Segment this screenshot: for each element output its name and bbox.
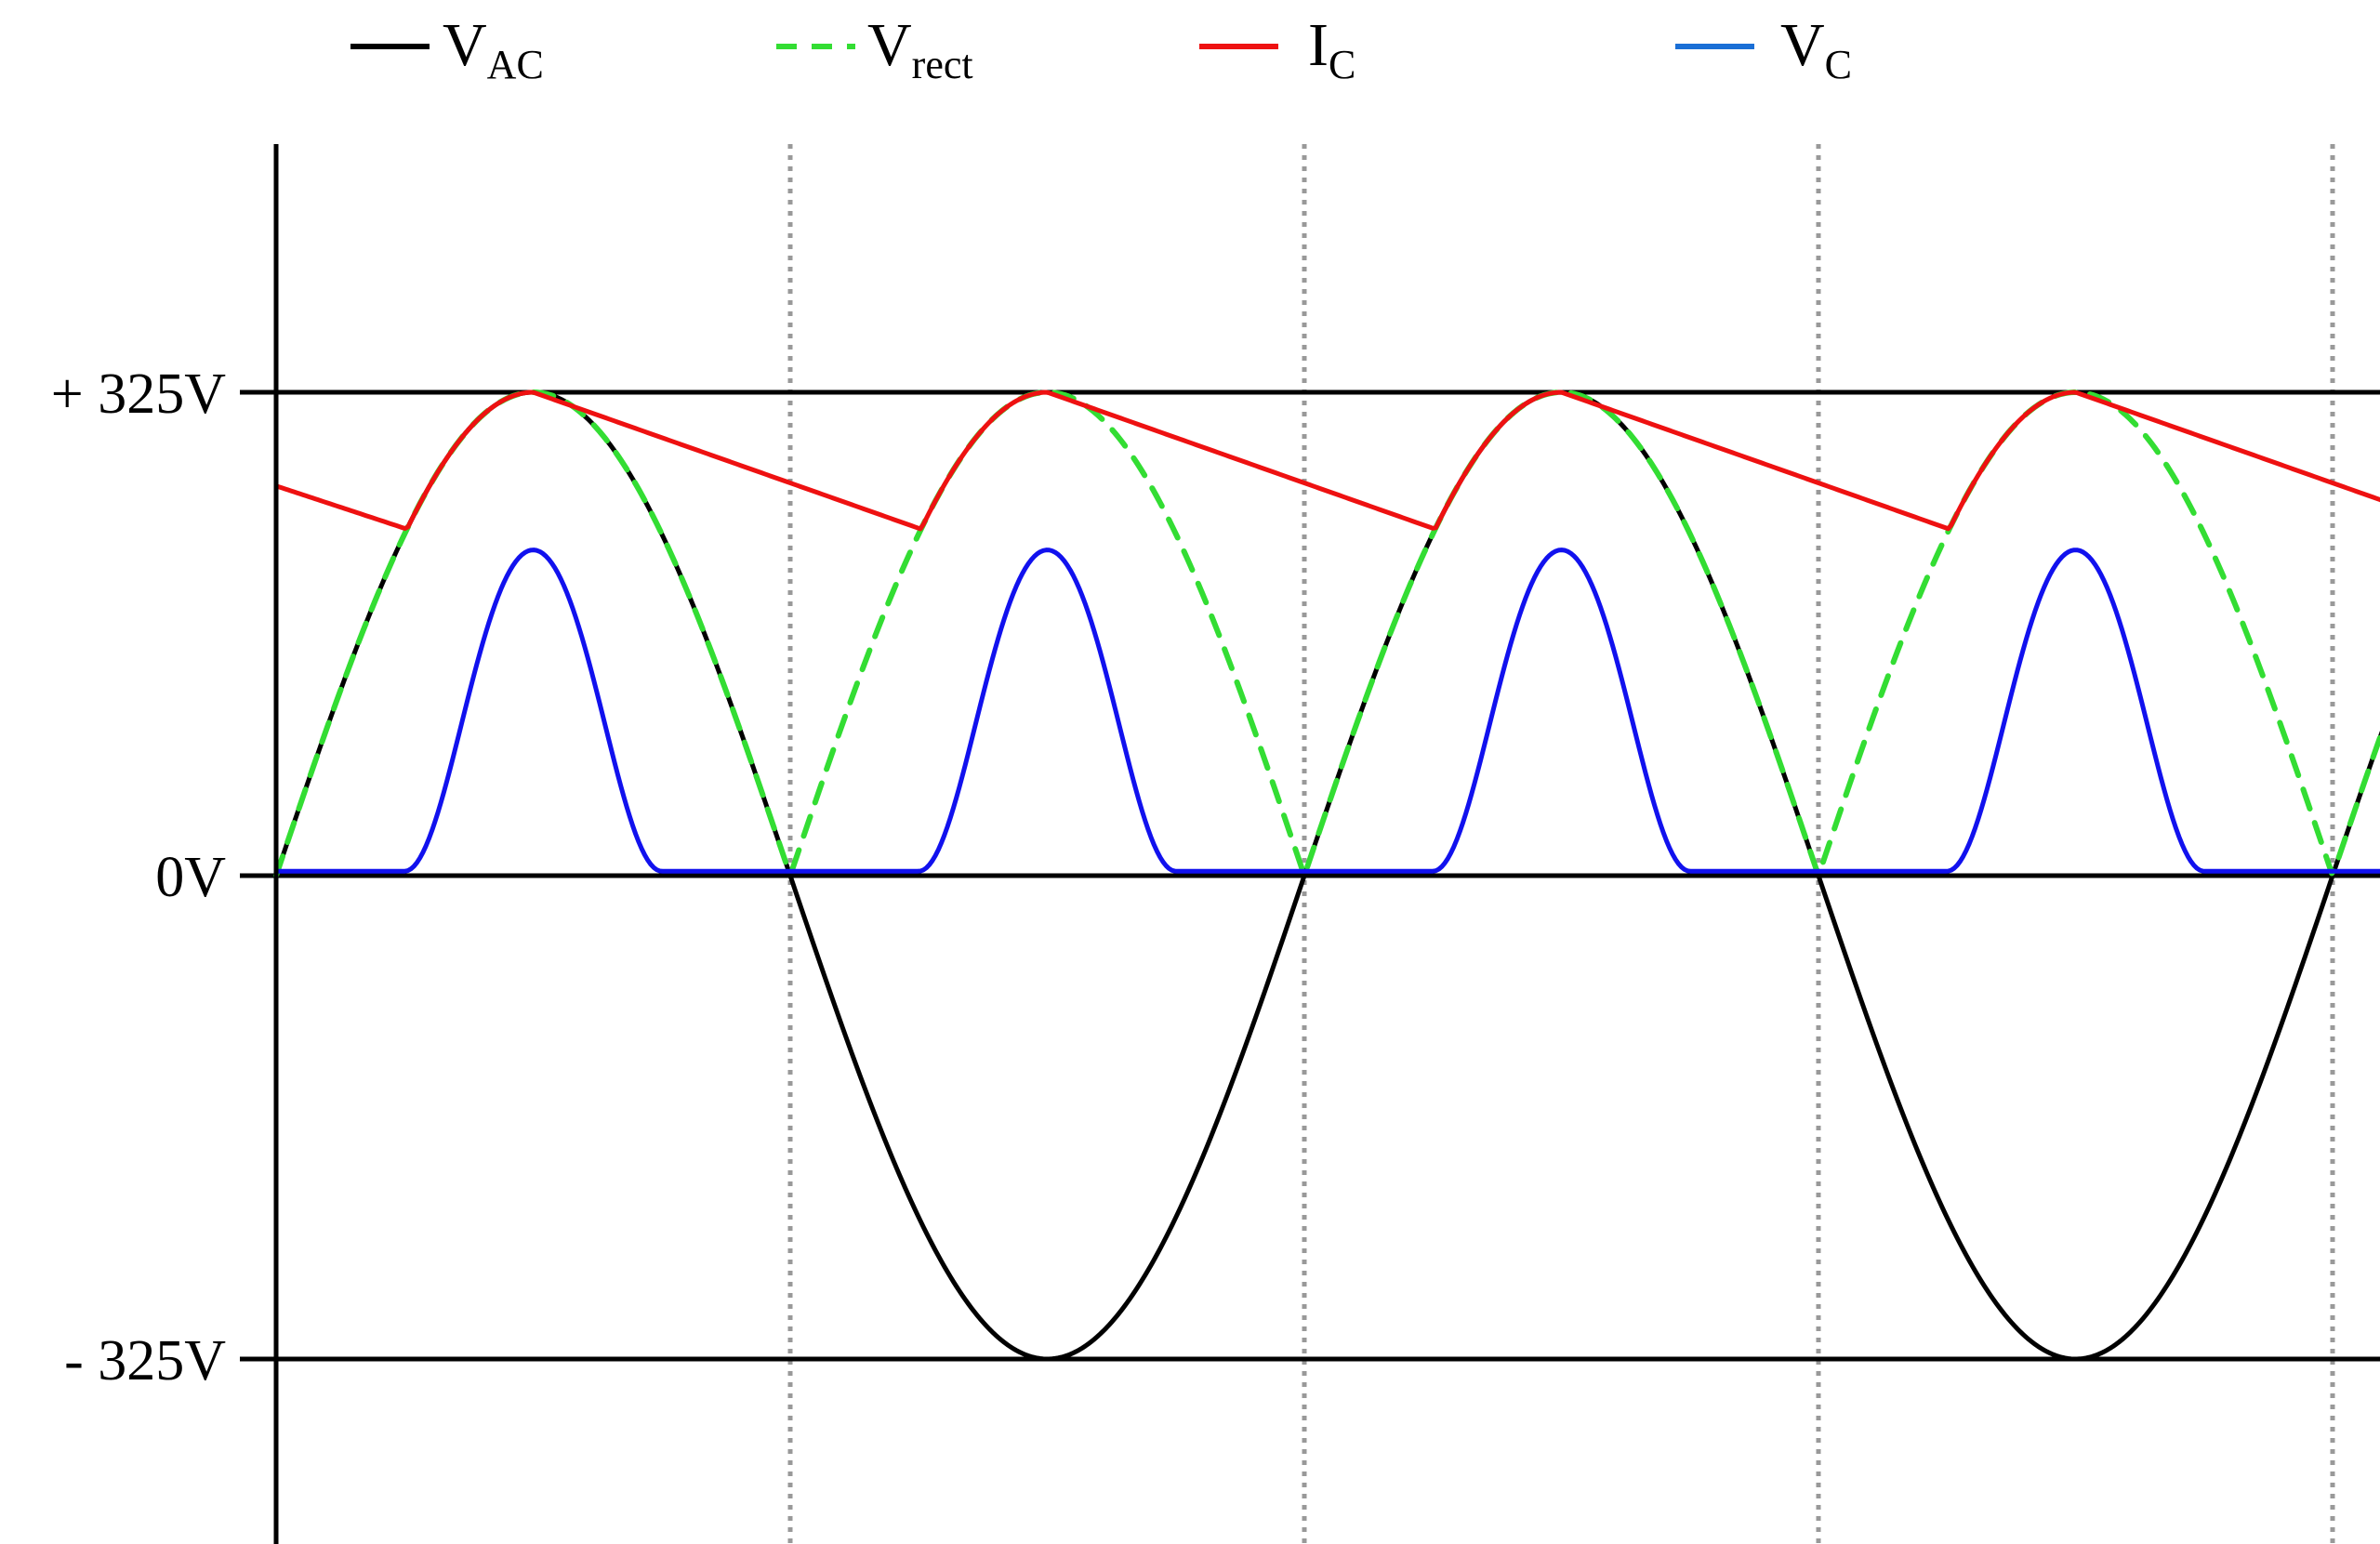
series-line-ic: [273, 389, 2380, 532]
legend-label-vac: VAC: [443, 11, 544, 87]
horizontal-reference-lines: [276, 389, 2380, 1362]
series-layer: [273, 389, 2380, 1362]
ytick-label-1: 0V: [155, 846, 226, 909]
vertical-gridlines: [787, 144, 2335, 1544]
legend-label-vc: VC: [1780, 11, 1852, 87]
y-tick-labels: + 325V 0V - 325V: [51, 363, 226, 1392]
ytick-label-0: + 325V: [51, 363, 226, 426]
legend-label-ic: IC: [1308, 11, 1355, 87]
series-line-vc: [273, 548, 2380, 874]
y-tick-marks: [240, 389, 276, 1362]
legend: VAC Vrect IC VC: [350, 11, 1852, 87]
ytick-label-2: - 325V: [64, 1329, 226, 1392]
legend-label-vrect: Vrect: [867, 11, 973, 87]
